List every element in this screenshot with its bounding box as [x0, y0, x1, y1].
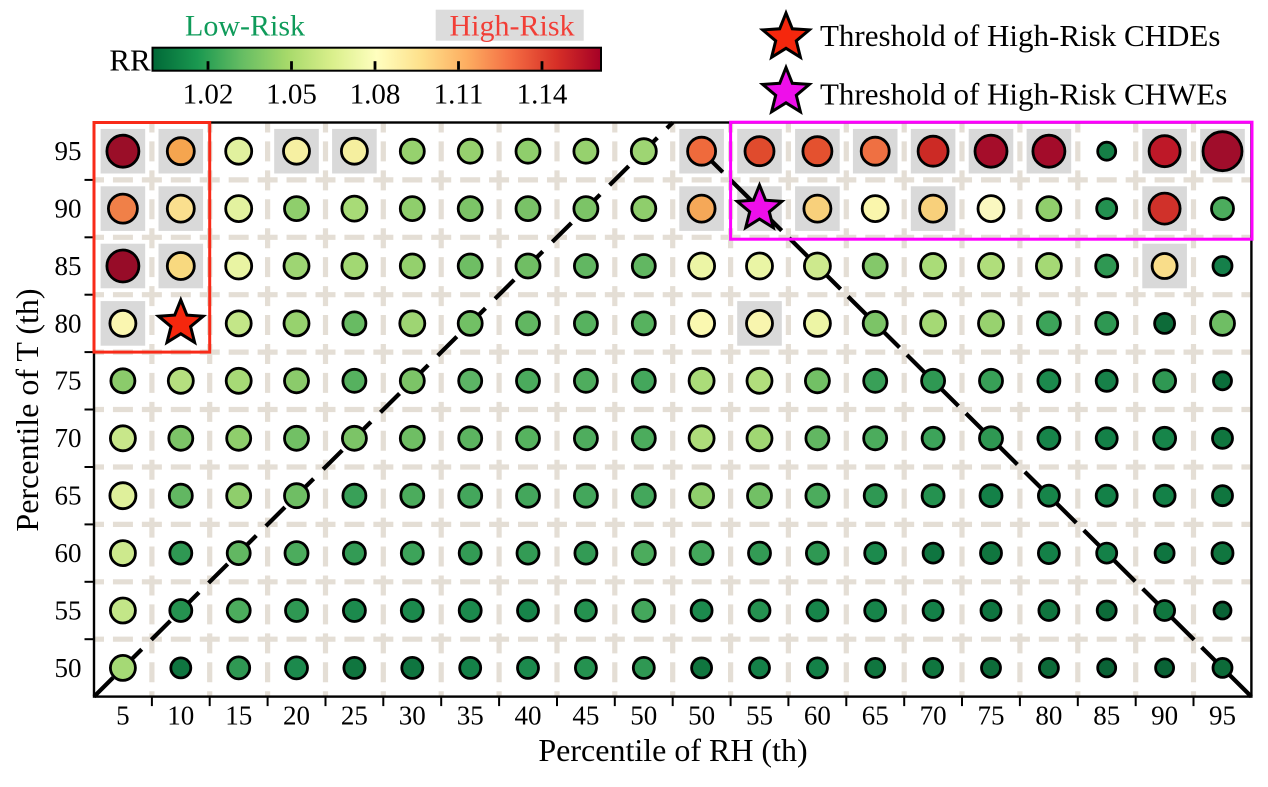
svg-text:Threshold of High-Risk CHWEs: Threshold of High-Risk CHWEs [820, 77, 1227, 112]
svg-text:95: 95 [1209, 701, 1236, 731]
svg-text:75: 75 [55, 366, 82, 396]
svg-text:65: 65 [862, 701, 889, 731]
svg-text:50: 50 [630, 701, 657, 731]
svg-text:55: 55 [55, 595, 82, 625]
svg-text:55: 55 [746, 701, 773, 731]
svg-text:High-Risk: High-Risk [449, 10, 574, 43]
svg-text:1.11: 1.11 [434, 79, 484, 111]
svg-text:90: 90 [1151, 701, 1178, 731]
svg-text:1.08: 1.08 [350, 79, 401, 111]
svg-text:1.02: 1.02 [183, 79, 234, 111]
svg-text:75: 75 [978, 701, 1005, 731]
svg-text:50: 50 [688, 701, 715, 731]
svg-text:1.14: 1.14 [517, 79, 568, 111]
svg-text:35: 35 [457, 701, 484, 731]
svg-text:45: 45 [572, 701, 599, 731]
svg-text:60: 60 [55, 538, 82, 568]
svg-text:15: 15 [225, 701, 252, 731]
svg-text:65: 65 [55, 481, 82, 511]
svg-text:40: 40 [515, 701, 542, 731]
svg-text:50: 50 [55, 653, 82, 683]
svg-text:85: 85 [1093, 701, 1120, 731]
svg-text:85: 85 [55, 251, 82, 281]
svg-text:Threshold of High-Risk CHDEs: Threshold of High-Risk CHDEs [820, 18, 1220, 53]
svg-text:5: 5 [116, 701, 130, 731]
svg-text:20: 20 [283, 701, 310, 731]
svg-text:95: 95 [55, 136, 82, 166]
svg-text:70: 70 [920, 701, 947, 731]
svg-text:Low-Risk: Low-Risk [185, 10, 305, 43]
svg-text:25: 25 [341, 701, 368, 731]
svg-text:Percentile of RH (th): Percentile of RH (th) [538, 732, 807, 768]
svg-text:70: 70 [55, 423, 82, 453]
svg-text:1.05: 1.05 [266, 79, 317, 111]
svg-text:30: 30 [399, 701, 426, 731]
svg-text:Percentile of T (th): Percentile of T (th) [9, 288, 45, 531]
svg-text:80: 80 [1035, 701, 1062, 731]
svg-text:RR: RR [109, 43, 151, 78]
svg-text:60: 60 [804, 701, 831, 731]
svg-text:90: 90 [55, 194, 82, 224]
svg-text:80: 80 [55, 308, 82, 338]
svg-text:10: 10 [167, 701, 194, 731]
